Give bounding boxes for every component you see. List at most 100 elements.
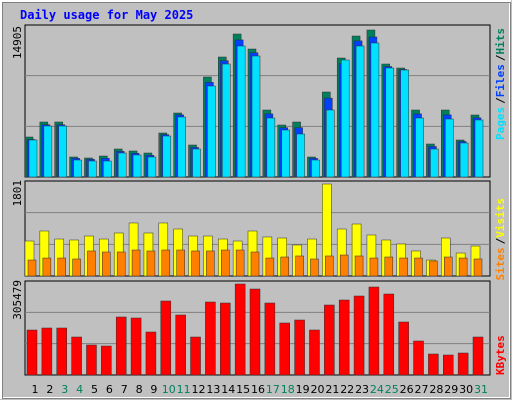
bar: [399, 257, 408, 277]
bar: [162, 135, 172, 178]
bar: [354, 255, 364, 277]
x-tick-label: 16: [251, 383, 265, 396]
bar: [353, 295, 365, 376]
legend-separator: /: [494, 97, 507, 104]
legend-entry: Sites: [494, 247, 507, 280]
bar: [340, 59, 350, 178]
bar: [428, 353, 439, 376]
bar: [472, 336, 484, 376]
x-tick-label: 7: [121, 383, 128, 396]
x-tick-label: 30: [459, 383, 473, 396]
bar: [414, 257, 423, 277]
bar: [236, 45, 246, 178]
bar: [56, 327, 67, 376]
chart-title: Daily usage for May 2025: [20, 8, 193, 22]
x-tick-label: 6: [106, 383, 113, 396]
x-tick-label: 3: [61, 383, 68, 396]
x-tick-label: 15: [236, 383, 250, 396]
bar: [235, 249, 245, 277]
bar: [88, 160, 97, 178]
bar: [116, 251, 126, 277]
legend-separator: /: [494, 237, 507, 244]
x-tick-label: 25: [385, 383, 399, 396]
x-tick-label: 2: [46, 383, 53, 396]
bar: [383, 293, 395, 376]
bar: [147, 156, 157, 178]
x-tick-label: 22: [340, 383, 354, 396]
bar: [250, 251, 260, 277]
bar: [176, 249, 185, 277]
bar: [206, 250, 215, 277]
bar: [207, 85, 216, 178]
bar: [102, 251, 111, 277]
bar: [73, 159, 82, 178]
bar: [43, 125, 53, 178]
bar: [190, 336, 201, 376]
bar: [473, 258, 483, 277]
x-tick-label: 10: [162, 383, 176, 396]
bar: [265, 257, 275, 277]
bar: [115, 316, 127, 376]
x-tick-label: 12: [192, 383, 206, 396]
bar: [325, 255, 334, 277]
bar: [413, 340, 424, 376]
bar: [42, 257, 52, 277]
bar: [41, 327, 53, 376]
bar: [86, 344, 97, 376]
bar: [400, 69, 409, 178]
bar: [249, 288, 261, 376]
x-tick-label: 17: [266, 383, 280, 396]
bar: [443, 354, 454, 376]
bar: [117, 152, 127, 178]
bar: [279, 322, 290, 376]
bar: [101, 345, 112, 376]
bar: [131, 249, 141, 277]
bar: [146, 250, 156, 277]
x-tick-label: 13: [206, 383, 220, 396]
bar: [415, 117, 424, 178]
x-tick-label: 19: [296, 383, 310, 396]
x-tick-label: 28: [429, 383, 443, 396]
y-tick-label: 1801: [11, 180, 24, 207]
bar: [338, 299, 350, 376]
bar: [71, 336, 82, 376]
x-tick-label: 21: [325, 383, 339, 396]
bar: [368, 286, 380, 376]
x-tick-label: 14: [221, 383, 235, 396]
x-tick-label: 20: [310, 383, 324, 396]
bar: [369, 257, 379, 277]
bar: [266, 117, 276, 178]
bar: [429, 260, 438, 277]
bar: [310, 258, 319, 277]
bar: [57, 257, 66, 277]
bar: [295, 255, 304, 277]
x-tick-label: 4: [76, 383, 83, 396]
bar: [145, 331, 157, 376]
y-tick-label: 14905: [11, 26, 24, 59]
bar: [296, 133, 305, 178]
x-tick-label: 5: [91, 383, 98, 396]
x-tick-label: 11: [177, 383, 191, 396]
bar: [339, 254, 349, 277]
bar: [87, 250, 96, 277]
x-tick-label: 26: [400, 383, 414, 396]
bar: [130, 317, 142, 376]
bar: [370, 42, 380, 178]
legend: Pages/Files/Hits: [494, 28, 507, 140]
legend-entry: Hits: [494, 28, 507, 55]
bar: [58, 125, 67, 178]
bar: [221, 249, 230, 277]
bar: [309, 329, 320, 376]
bar: [191, 250, 200, 277]
legend: Sites /Visits: [494, 198, 507, 281]
legend-entry: KBytes: [494, 335, 507, 375]
bar: [264, 302, 276, 376]
x-tick-label: 27: [415, 383, 429, 396]
bar: [384, 256, 394, 277]
bar: [311, 159, 320, 178]
legend-entry: Pages: [494, 107, 507, 140]
legend: KBytes: [494, 335, 507, 375]
legend-separator: /: [494, 54, 507, 61]
bar: [324, 304, 335, 376]
